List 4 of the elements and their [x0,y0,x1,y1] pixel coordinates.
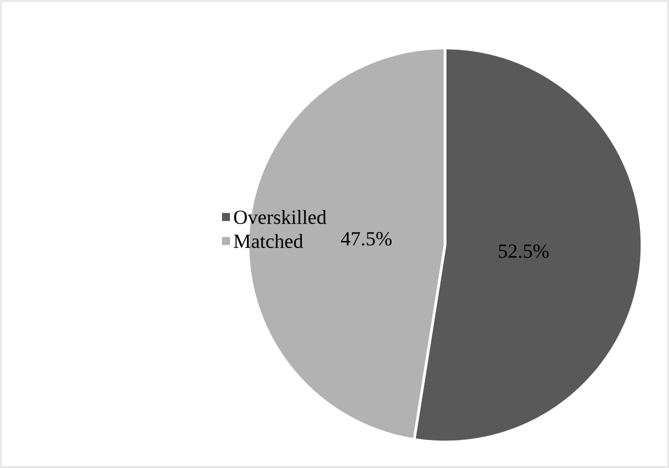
legend-label: Overskilled [234,210,326,224]
legend-label: Matched [234,234,303,248]
data-label: 52.5% [498,244,549,258]
data-label: 47.5% [341,232,392,246]
